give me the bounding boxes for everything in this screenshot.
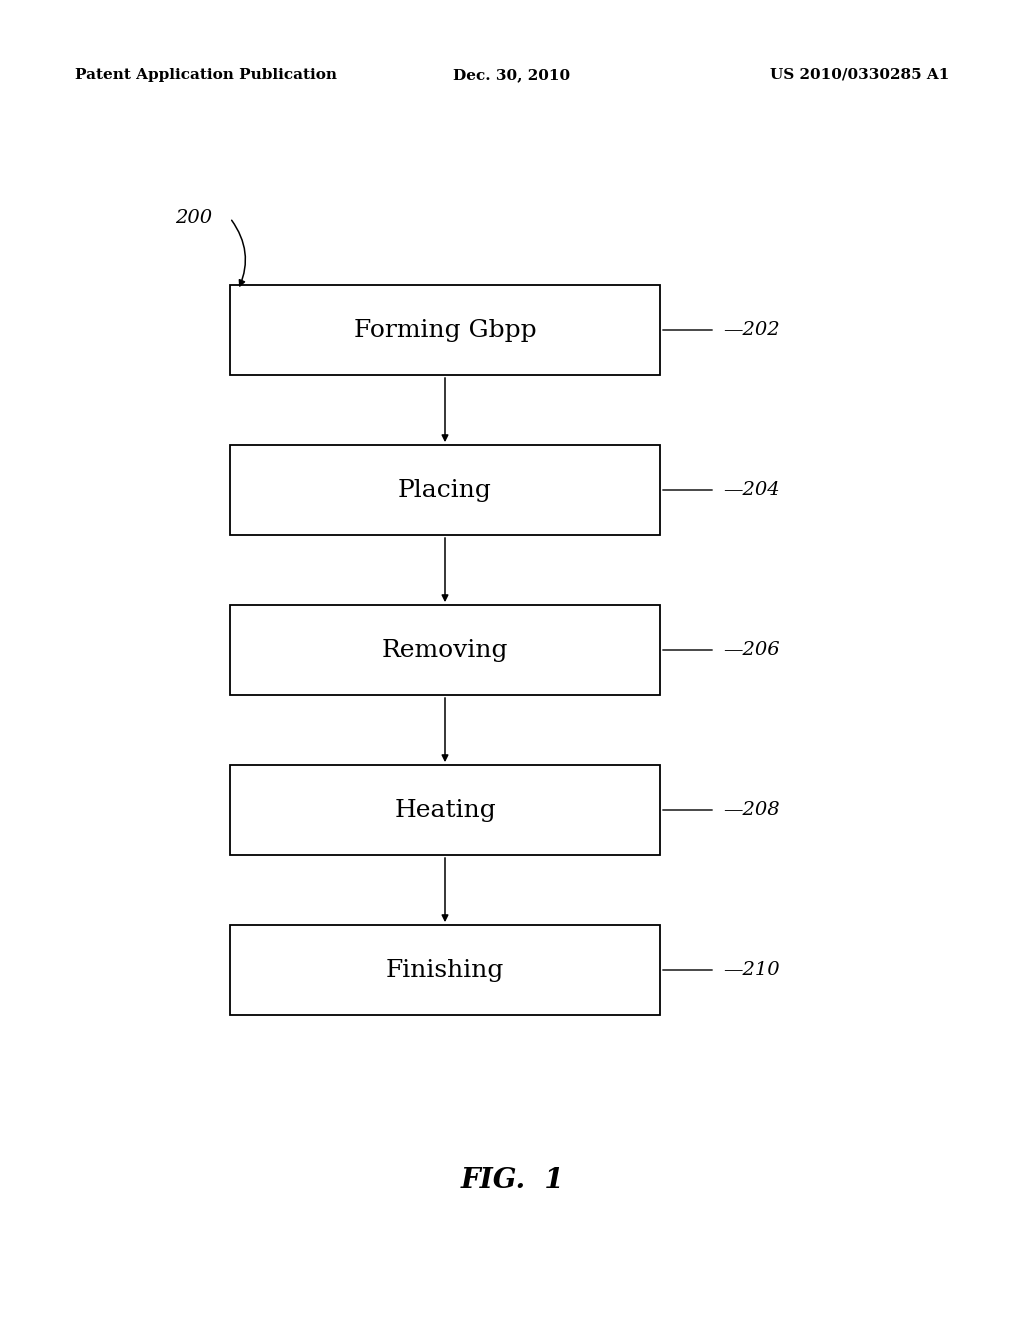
Text: —202: —202 [723,321,779,339]
Text: Removing: Removing [382,639,508,661]
Bar [230,925,660,1015]
Text: —210: —210 [723,961,779,979]
Text: —206: —206 [723,642,779,659]
Bar [230,445,660,535]
Text: 200: 200 [175,209,212,227]
Text: Finishing: Finishing [386,958,504,982]
Text: —204: —204 [723,480,779,499]
Text: —208: —208 [723,801,779,818]
Bar [230,285,660,375]
Text: Heating: Heating [394,799,496,821]
Text: FIG.  1: FIG. 1 [460,1167,564,1193]
Text: Forming Gbpp: Forming Gbpp [353,318,537,342]
Bar [230,766,660,855]
Text: US 2010/0330285 A1: US 2010/0330285 A1 [770,69,949,82]
Text: Placing: Placing [398,479,492,502]
Text: Patent Application Publication: Patent Application Publication [75,69,337,82]
Bar [230,605,660,696]
Text: Dec. 30, 2010: Dec. 30, 2010 [454,69,570,82]
